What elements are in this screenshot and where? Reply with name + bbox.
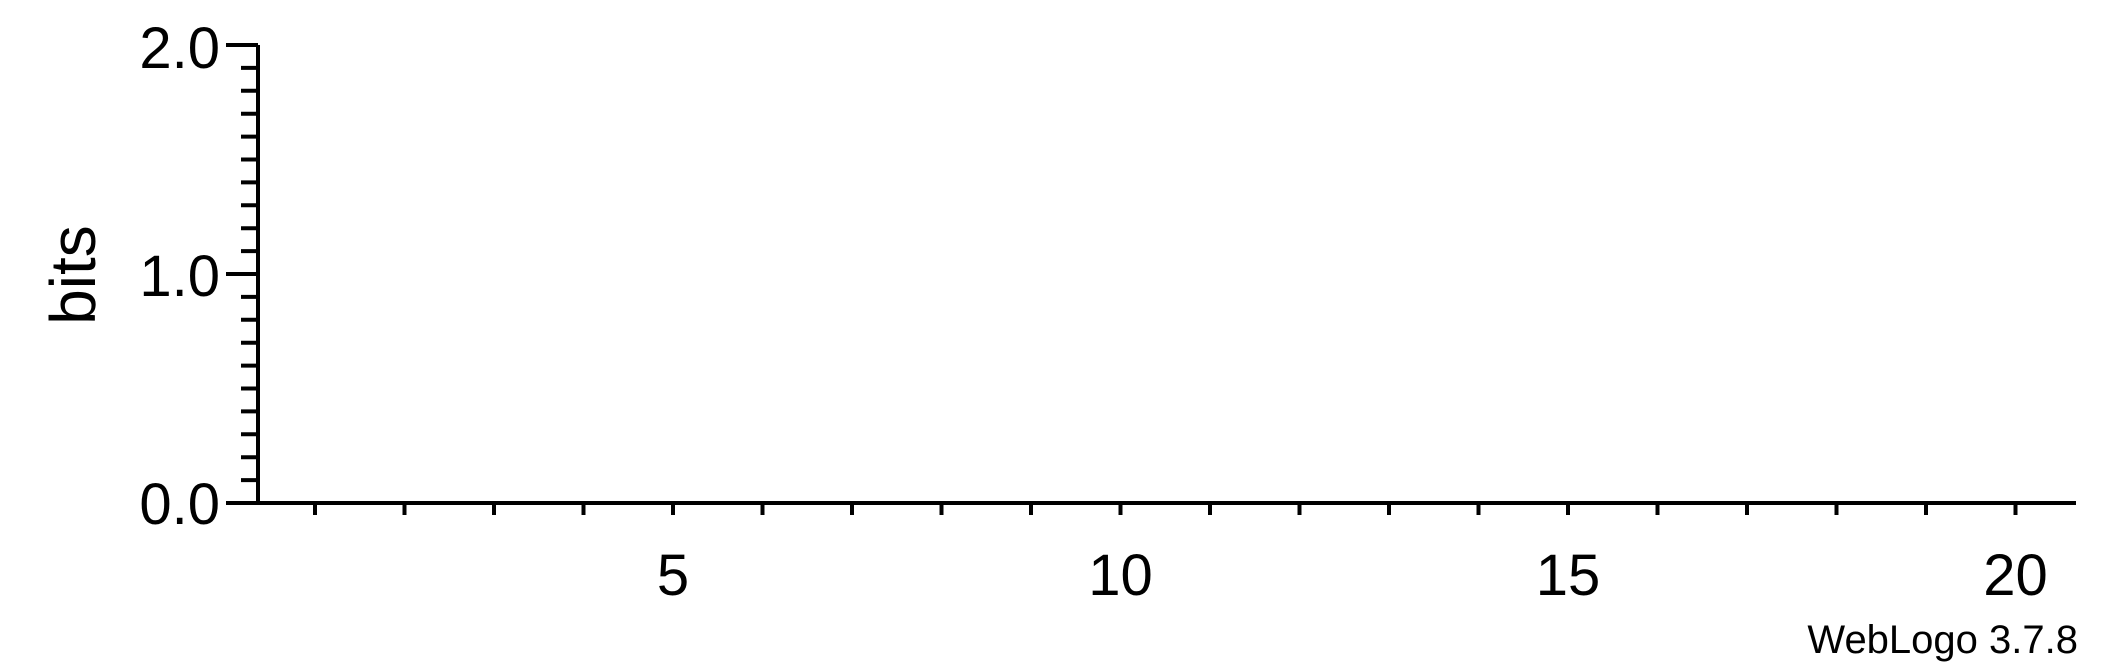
y-tick-label-1: 1.0 [139, 244, 220, 309]
y-tick-label-2: 2.0 [139, 16, 220, 81]
x-tick-label-15: 15 [1536, 543, 1601, 608]
x-tick-label-10: 10 [1088, 543, 1153, 608]
weblogo-credit: WebLogo 3.7.8 [1807, 618, 2078, 662]
x-tick-label-20: 20 [1983, 543, 2048, 608]
y-tick-label-0: 0.0 [139, 472, 220, 537]
y-axis-title: bits [37, 225, 109, 325]
x-axis-ticks [313, 503, 2018, 515]
x-tick-label-5: 5 [657, 543, 689, 608]
y-axis-ticks [226, 43, 258, 505]
